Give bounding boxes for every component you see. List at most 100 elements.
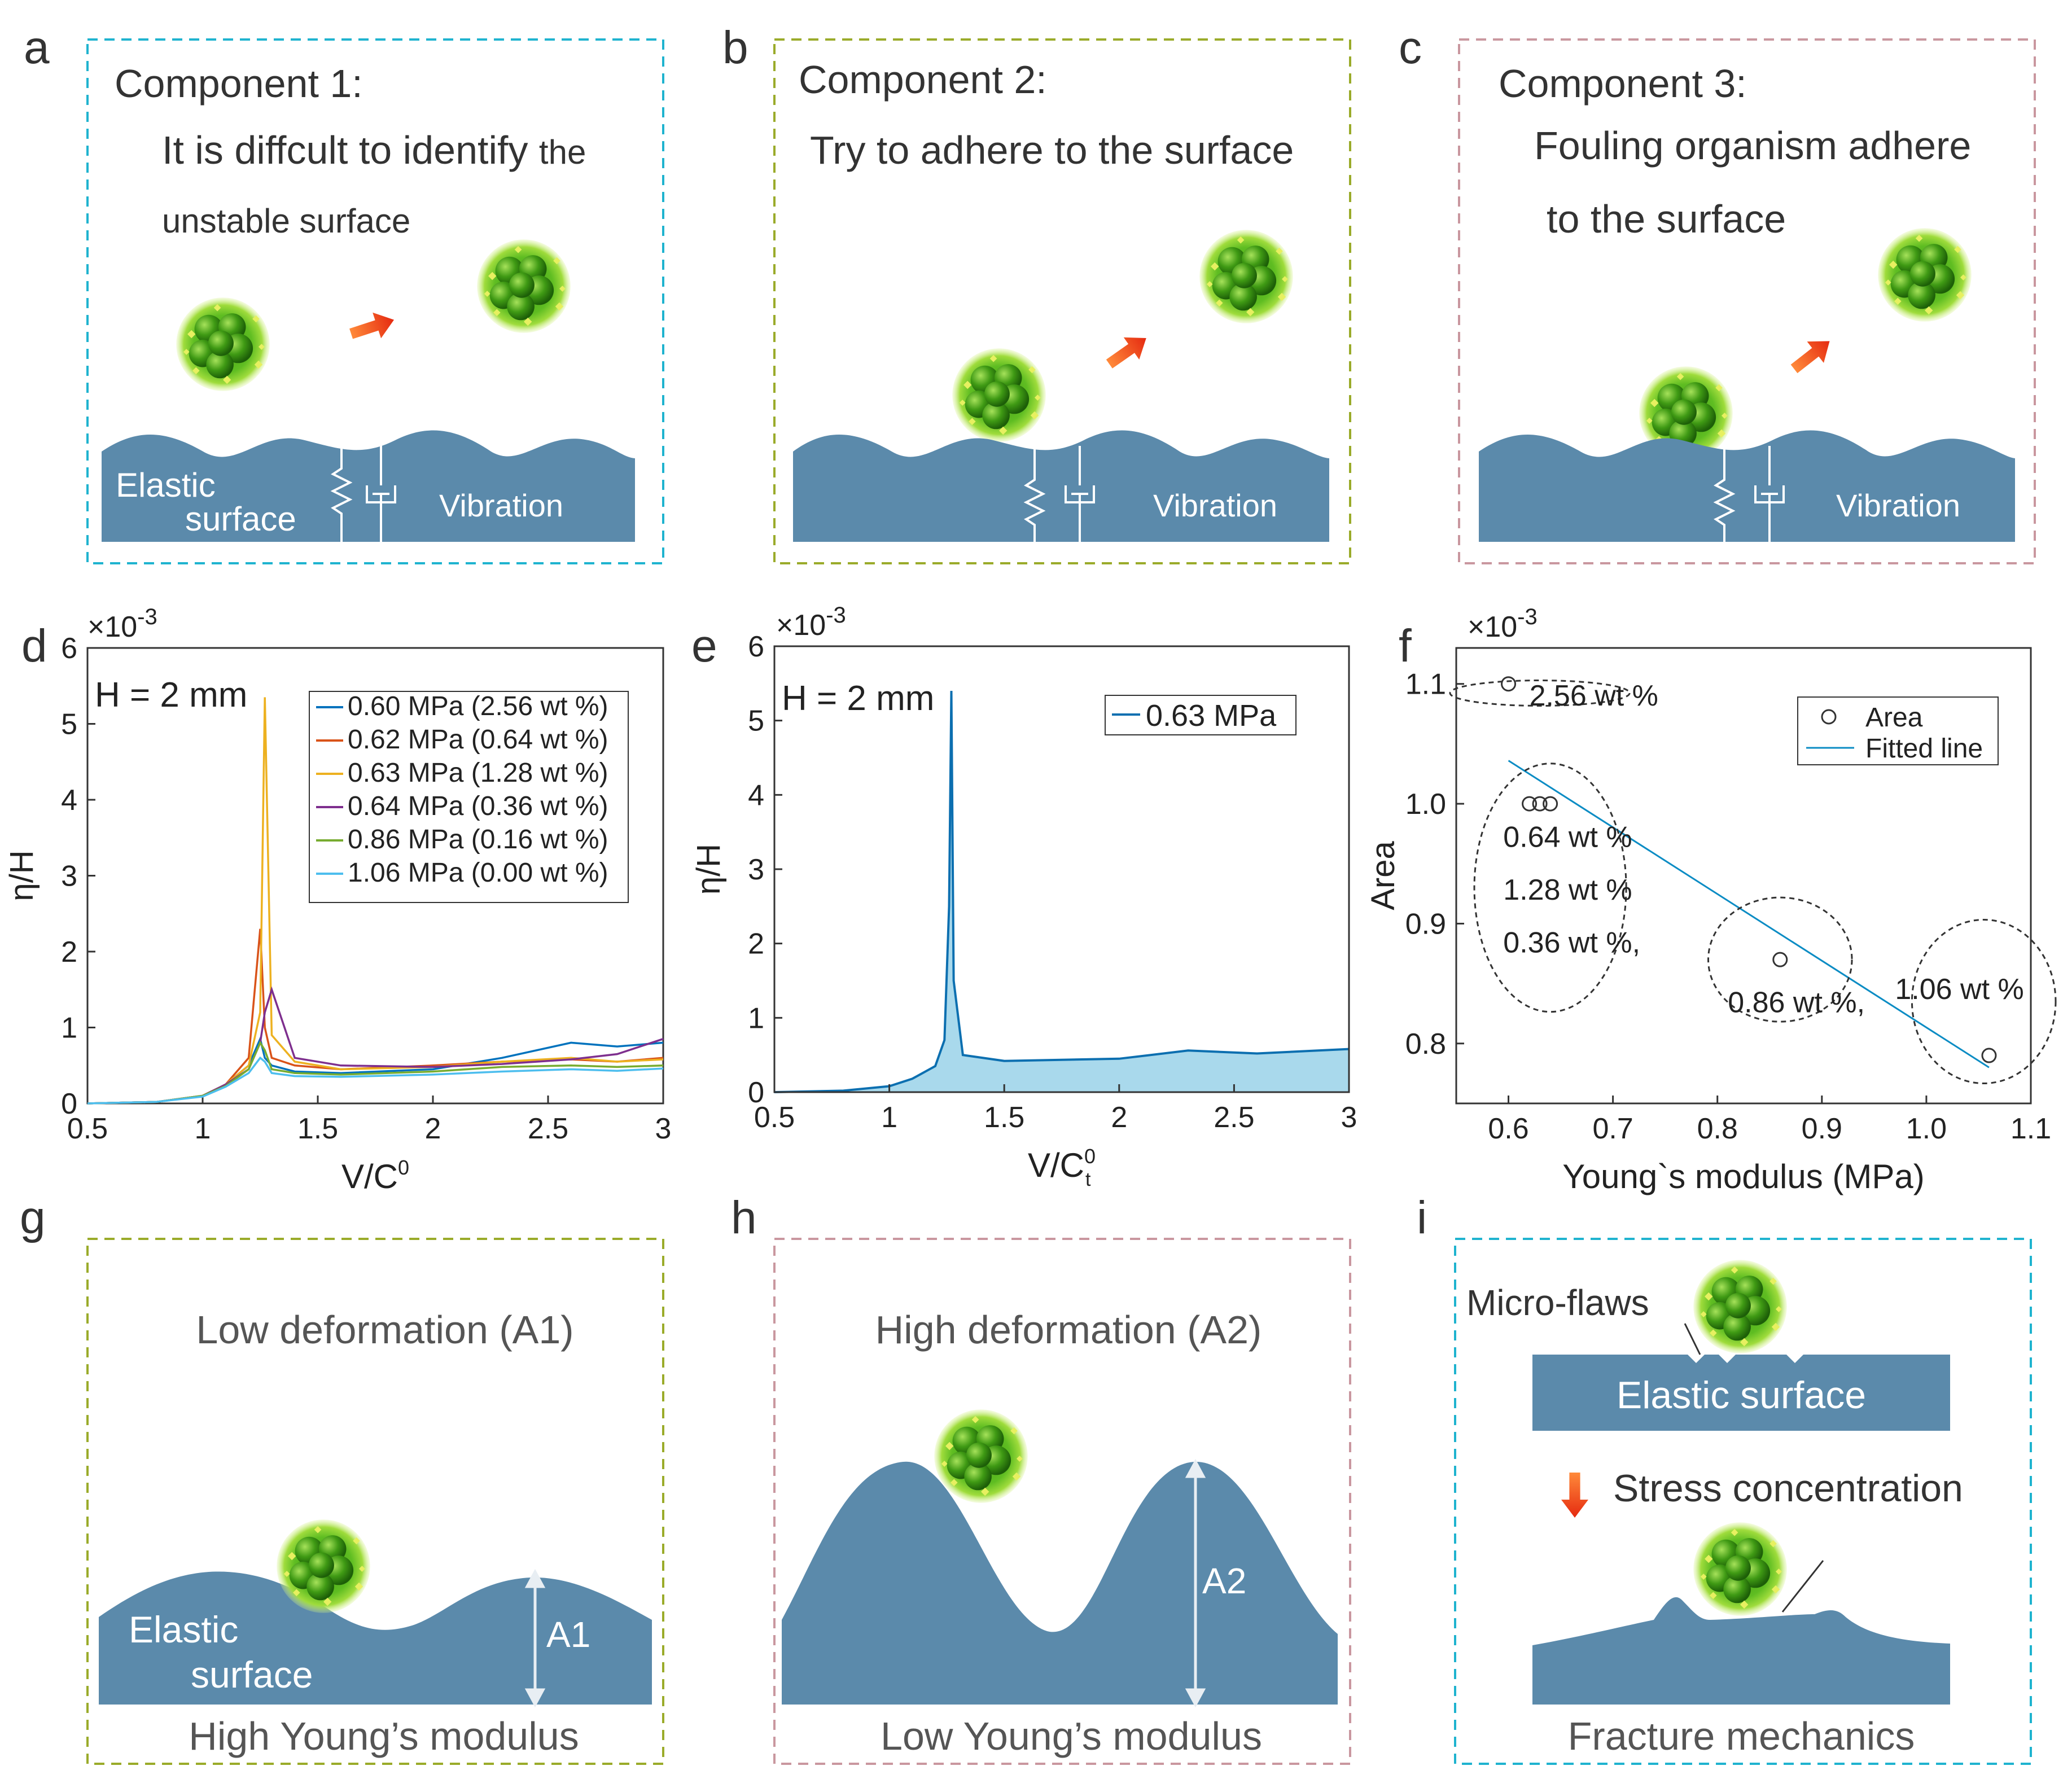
- y-axis-label: η/H: [690, 844, 727, 895]
- label-vibration: Vibration: [439, 488, 563, 523]
- series-line: [87, 986, 664, 1105]
- data-point: [1981, 1048, 1997, 1063]
- organism-icon: [1878, 228, 1972, 322]
- group-ellipse: [1449, 680, 1631, 707]
- panel-c-title: Component 3:: [1499, 62, 1747, 106]
- panel-b-title: Component 2:: [799, 58, 1047, 102]
- x-tick-label: 0.6: [1488, 1112, 1528, 1145]
- y-tick-label: 1.1: [1405, 668, 1446, 701]
- panel-c-line2: to the surface: [1547, 197, 1786, 241]
- legend-box: [1797, 696, 1999, 765]
- legend-entry: 1.06 MPa (0.00 wt %): [348, 858, 608, 888]
- y-tick-label: 2: [61, 936, 77, 969]
- spring-damper-icon: [1713, 446, 1785, 545]
- y-tick-label: 3: [748, 853, 764, 886]
- label-vibration: Vibration: [1153, 488, 1277, 523]
- organism-icon: [477, 239, 571, 333]
- y-tick-label: 5: [61, 708, 77, 741]
- x-tick-label: 1.5: [297, 1112, 338, 1145]
- label-stress-concentration: Stress concentration: [1613, 1467, 1963, 1510]
- axis-exponent: ×10-3: [1468, 604, 1538, 643]
- x-axis-label: Young`s modulus (MPa): [1562, 1158, 1924, 1195]
- legend-entry: 0.62 MPa (0.64 wt %): [348, 725, 608, 755]
- svg-text:It is diffcult to identify the: It is diffcult to identify the: [162, 128, 586, 172]
- organism-icon: [934, 1409, 1028, 1503]
- legend-entry: 0.64 MPa (0.36 wt %): [348, 791, 608, 821]
- y-tick-label: 3: [61, 860, 77, 893]
- panel-letter-i: i: [1417, 1192, 1427, 1243]
- deformed-surface-shape: [1532, 1597, 1950, 1705]
- panel-g-border: [86, 1238, 664, 1765]
- y-tick-label: 1.0: [1405, 788, 1446, 821]
- organism-icon: [1199, 230, 1293, 323]
- group-ellipse: [1911, 918, 2057, 1084]
- group-annotation: 1.28 wt %: [1503, 874, 1632, 906]
- red-arrow-icon: [1561, 1473, 1588, 1518]
- x-tick-label: 0.5: [67, 1112, 108, 1145]
- red-arrow-icon: [1101, 327, 1154, 375]
- panel-g-caption: High Young’s modulus: [189, 1714, 579, 1758]
- y-tick-label: 5: [748, 705, 764, 738]
- group-ellipse: [1473, 763, 1627, 1013]
- elastic-surface-shape: [793, 430, 1329, 542]
- legend-entry: 0.63 MPa: [1146, 699, 1277, 733]
- pointer-line: [1684, 1323, 1701, 1355]
- panel-h-title: High deformation (A2): [875, 1308, 1262, 1352]
- panel-letter-b: b: [722, 22, 748, 73]
- data-point: [1522, 796, 1538, 812]
- panel-d: d 0.5 1 1.5 2 2.5 3 0 1 2 3 4 5 6 ×10-3 η/H V/C0 H = 2 m…: [3, 604, 671, 1195]
- x-tick-label: 0.8: [1697, 1112, 1738, 1145]
- spring-damper-icon: [330, 428, 396, 545]
- group-annotation: 1.06 wt %: [1895, 973, 2023, 1006]
- elastic-surface-shape: [99, 1571, 652, 1705]
- label-vibration: Vibration: [1836, 488, 1960, 523]
- elastic-surface-shape: [102, 430, 635, 542]
- panel-g: g Low deformation (A1) A1 Elastic surfac…: [20, 1192, 664, 1765]
- panel-letter-a: a: [24, 22, 50, 73]
- label-surface: surface: [191, 1654, 313, 1695]
- panel-a-line1b: the: [539, 133, 586, 171]
- x-tick-label: 0.7: [1592, 1112, 1633, 1145]
- axis-exponent: ×10-3: [776, 603, 846, 642]
- chart-e: 0.5 1 1.5 2 2.5 3 0 1 2 3 4 5 6 ×10-3 η/H V/C0 t H = 2 mm…: [690, 603, 1357, 1190]
- organism-icon: [1693, 1260, 1787, 1353]
- panel-c: c Component 3: Fouling organism adhere t…: [1399, 22, 2036, 564]
- amplitude-arrow: [1185, 1458, 1206, 1708]
- legend-entry: 0.86 MPa (0.16 wt %): [348, 825, 608, 855]
- organism-icon: [277, 1519, 370, 1613]
- y-tick-label: 6: [61, 632, 77, 665]
- y-tick-label: 0.8: [1405, 1028, 1446, 1061]
- elastic-surface-shape: [1532, 1355, 1950, 1431]
- area-fill: [774, 691, 1349, 1092]
- organism-icon: [176, 297, 270, 391]
- panel-b-line1: Try to adhere to the surface: [810, 128, 1294, 172]
- x-tick-label: 2: [425, 1112, 441, 1145]
- y-tick-label: 4: [61, 784, 77, 817]
- panel-letter-c: c: [1399, 22, 1422, 73]
- y-tick-label: 0: [61, 1088, 77, 1120]
- label-surface: surface: [185, 500, 296, 538]
- label-micro-flaws: Micro-flaws: [1466, 1282, 1649, 1323]
- chart-f: 0.6 0.7 0.8 0.9 1.0 1.1 0.8 0.9 1.0 1.1 ×10-3 Area Y…: [1365, 604, 2057, 1195]
- organism-icon: [952, 348, 1046, 442]
- y-axis-label: Area: [1365, 841, 1401, 910]
- spring-damper-icon: [1023, 446, 1095, 545]
- data-point: [1543, 796, 1558, 812]
- group-annotation: 2.56 wt %: [1530, 680, 1658, 712]
- panel-i: i Micro-flaws Elastic surface Stress con…: [1417, 1192, 2032, 1765]
- y-tick-label: 0: [748, 1076, 764, 1109]
- y-tick-label: 1: [748, 1002, 764, 1035]
- data-point: [1501, 676, 1517, 692]
- chart-d: 0.5 1 1.5 2 2.5 3 0 1 2 3 4 5 6 ×10-3 η/H V/C0 H = 2 mm 0…: [3, 604, 671, 1195]
- x-tick-label: 1: [195, 1112, 211, 1145]
- label-elastic: Elastic: [116, 466, 216, 504]
- label-elastic: Elastic: [129, 1609, 238, 1650]
- plot-frame: [1455, 647, 2032, 1105]
- fitted-line: [1508, 760, 1990, 1068]
- x-tick-label: 1.1: [2011, 1112, 2051, 1145]
- panel-h-caption: Low Young’s modulus: [881, 1714, 1262, 1758]
- data-point: [1772, 952, 1788, 967]
- chart-annotation: H = 2 mm: [95, 676, 247, 715]
- panel-f: f 0.6 0.7 0.8 0.9 1.0 1.1 0.8 0.9 1.0 1.1 ×10-3 Are…: [1365, 604, 2057, 1195]
